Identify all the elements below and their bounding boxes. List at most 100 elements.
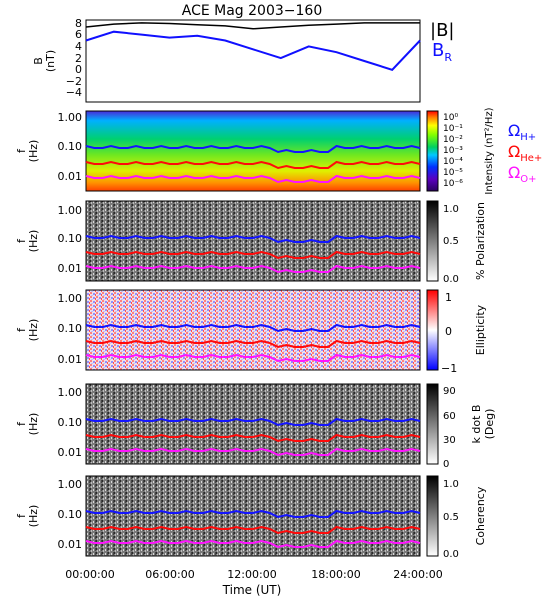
f-y-tick: 0.10	[58, 232, 83, 245]
gyro-line-o	[85, 539, 421, 549]
colorbar-tick: 10⁻¹	[443, 124, 463, 134]
time-axis: 00:00:00 06:00:00 12:00:00 18:00:00 24:0…	[65, 568, 442, 597]
colorbar-coherency	[426, 475, 439, 557]
legend-omega-he-sub: He+	[520, 153, 542, 164]
f-y-tick: 0.01	[58, 446, 83, 459]
legend-omega-h: ΩH+	[508, 121, 536, 143]
legend-b-radial-label: B	[432, 40, 444, 61]
freq-axis-labels: f (Hz) 1.00 0.10 0.01 f (Hz) 1.00 0.10 0…	[15, 111, 82, 551]
legend-omega-o: ΩO+	[508, 163, 536, 185]
legend-omega-he-symbol: Ω	[508, 142, 520, 161]
colorbar-tick: −1	[441, 362, 457, 375]
legend-b-radial: BR	[432, 40, 452, 64]
x-tick-label: 18:00:00	[311, 568, 360, 581]
f-y-unit: (Hz)	[27, 230, 40, 253]
legend-omega-o-sub: O+	[520, 174, 536, 185]
panel-ellipticity: 1 0 −1 Ellipticity	[85, 289, 487, 375]
panel-k-dot-b: 90 60 30 0 k dot B (Deg)	[85, 383, 496, 470]
b-y-label: B	[32, 57, 45, 65]
b-y-tick-label: 8	[75, 17, 82, 30]
gyro-line-o	[85, 353, 421, 363]
x-axis-label: Time (UT)	[222, 583, 282, 597]
f-y-tick: 0.10	[58, 508, 83, 521]
f-y-tick: 1.00	[58, 111, 83, 124]
colorbar-tick: 0	[443, 459, 449, 470]
colorbar-tick: 30	[443, 435, 456, 446]
legend-b-radial-sub: R	[444, 51, 452, 64]
f-y-label: f	[15, 327, 28, 332]
f-y-tick: 0.01	[58, 538, 83, 551]
x-tick-label: 24:00:00	[393, 568, 442, 581]
colorbar-intensity-label: Intensity (nT²/Hz)	[484, 107, 495, 194]
gyro-line-o	[85, 447, 421, 457]
gyro-line-he	[85, 160, 421, 170]
f-y-label: f	[15, 421, 28, 426]
gyro-line-h	[85, 144, 421, 154]
x-tick-label: 00:00:00	[65, 568, 114, 581]
colorbar-coherency-label: Coherency	[474, 486, 487, 545]
colorbar-tick: 0.5	[443, 512, 459, 523]
f-y-tick: 1.00	[58, 478, 83, 491]
panel-frame	[85, 19, 421, 103]
colorbar-tick: 10⁰	[443, 113, 458, 123]
gyro-line-h	[85, 509, 421, 519]
colorbar-polarization	[426, 200, 439, 282]
colorbar-tick: 10⁻⁶	[443, 179, 463, 189]
legend-omega-o-symbol: Ω	[508, 163, 520, 182]
colorbar-tick: 10⁻²	[443, 135, 463, 145]
f-y-tick: 0.10	[58, 416, 83, 429]
panel-coherency: 1.0 0.5 0.0 Coherency	[85, 475, 487, 560]
gyro-line-o	[85, 174, 421, 184]
colorbar-tick: 0.0	[443, 274, 459, 285]
figure-title: ACE Mag 2003−160	[182, 3, 322, 19]
x-tick-label: 06:00:00	[145, 568, 194, 581]
colorbar-k-dot-b-label: k dot B	[470, 405, 483, 444]
gyrofrequency-lines	[85, 144, 421, 549]
gyro-line-h	[85, 323, 421, 333]
colorbar-tick: 10⁻⁴	[443, 157, 463, 167]
f-y-tick: 1.00	[58, 292, 83, 305]
f-y-unit: (Hz)	[27, 140, 40, 163]
legend-omega-h-sub: H+	[520, 132, 536, 143]
f-y-label: f	[15, 148, 28, 153]
colorbar-tick: 90	[443, 386, 456, 397]
panel-polarization: 1.0 0.5 0.0 % Polarization	[85, 200, 487, 285]
legend-omega-h-symbol: Ω	[508, 121, 520, 140]
b-y-tick-label: 4	[75, 40, 82, 53]
colorbar-tick: 10⁻³	[443, 146, 463, 156]
colorbar-ellipticity	[426, 289, 439, 371]
gyro-line-h	[85, 417, 421, 427]
panel-magnetic-field: 8 6 4 2 0 −2 −4 B (nT) |B| BR	[32, 17, 454, 103]
f-y-tick: 0.10	[58, 322, 83, 335]
f-y-tick: 0.10	[58, 140, 83, 153]
f-y-label: f	[15, 513, 28, 518]
b-y-tick-label: −4	[66, 86, 82, 99]
colorbar-tick: 0	[445, 325, 452, 338]
f-y-tick: 1.00	[58, 386, 83, 399]
colorbar-polarization-label: % Polarization	[474, 202, 487, 280]
colorbar-k-dot-b-unit: (Deg)	[483, 409, 496, 440]
b-y-tick-label: 6	[75, 28, 82, 41]
colorbar-k-dot-b	[426, 383, 439, 465]
gyro-line-he	[85, 525, 421, 535]
gyro-line-h	[85, 234, 421, 244]
legend-omega-he: ΩHe+	[508, 142, 542, 164]
b-y-tick-label: 2	[75, 52, 82, 65]
legend-b-total: |B|	[430, 20, 454, 41]
gyro-line-he	[85, 339, 421, 349]
colorbar-tick: 60	[443, 411, 456, 422]
legend-b-total-label: |B|	[430, 20, 454, 41]
colorbar-tick: 0.0	[443, 549, 459, 560]
colorbar-tick: 1.0	[443, 479, 459, 490]
gyro-line-o	[85, 264, 421, 274]
colorbar-tick: 0.5	[443, 236, 459, 247]
colorbar-tick: 1	[445, 291, 452, 304]
b-y-ticks: 8 6 4 2 0 −2 −4	[66, 17, 82, 99]
f-y-tick: 0.01	[58, 170, 83, 183]
colorbar-tick: 10⁻⁵	[443, 168, 463, 178]
f-y-unit: (Hz)	[27, 413, 40, 436]
f-y-unit: (Hz)	[27, 505, 40, 528]
series-line-b-radial	[85, 30, 421, 71]
gyro-line-he	[85, 250, 421, 260]
f-y-label: f	[15, 238, 28, 243]
